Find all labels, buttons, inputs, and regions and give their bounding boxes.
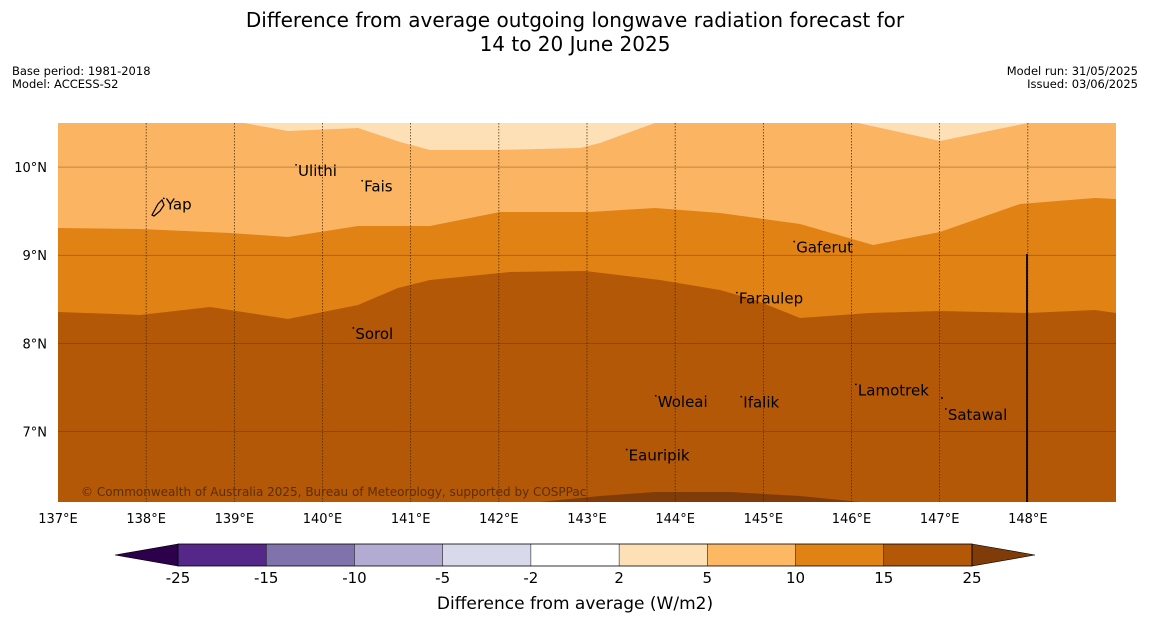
colorbar-segment: [530, 544, 620, 566]
colorbar-tick-label: 5: [703, 569, 713, 587]
colorbar-segment: [619, 544, 708, 566]
colorbar-tick-label: 10: [786, 569, 805, 587]
colorbar-segment: [883, 544, 972, 566]
place-label: Gaferut: [796, 239, 853, 257]
colorbar-segment: [266, 544, 355, 566]
place-marker: [735, 291, 738, 294]
lon-tick-label: 137°E: [38, 512, 78, 527]
place-label: Faraulep: [739, 290, 803, 308]
model-run: Model run: 31/05/2025: [1006, 64, 1138, 78]
colorbar-tick-label: -10: [342, 569, 367, 587]
colorbar-over-arrow: [971, 543, 1036, 567]
lon-tick-label: 141°E: [391, 512, 431, 527]
lon-tick-label: 147°E: [920, 512, 960, 527]
colorbar-segment: [442, 544, 531, 566]
colorbar-segment: [354, 544, 443, 566]
place-marker: [162, 197, 165, 200]
colorbar-segment: [178, 544, 267, 566]
place-label: Lamotrek: [858, 381, 929, 399]
colorbar-tick-label: 25: [962, 569, 981, 587]
longitude-tick-labels: 137°E 138°E 139°E 140°E 141°E 142°E 143°E 144°E…: [38, 512, 1047, 527]
base-period: Base period: 1981-2018: [12, 64, 151, 78]
gridlines: [58, 123, 1116, 502]
lat-tick-label: 7°N: [23, 425, 48, 440]
place-label: Yap: [165, 195, 192, 213]
colorbar-tick-label: -5: [435, 569, 450, 587]
lon-tick-label: 138°E: [126, 512, 166, 527]
lon-tick-label: 146°E: [832, 512, 872, 527]
small-island-marker: [941, 397, 943, 399]
colorbar-label: Difference from average (W/m2): [436, 594, 714, 614]
lat-tick-label: 8°N: [23, 337, 48, 352]
colorbar-tick-label: -2: [523, 569, 538, 587]
place-marker: [625, 448, 628, 451]
chart-title: Difference from average outgoing longwav…: [0, 8, 1150, 56]
place-label: Satawal: [948, 406, 1007, 424]
colorbar: -25 -15 -10 -5 -2 2 5 10 15 25: [114, 543, 1036, 587]
place-marker: [855, 383, 857, 386]
place-marker: [944, 408, 947, 410]
place-marker: [361, 179, 364, 182]
anomaly-field: [58, 123, 1116, 502]
band-25-plus: [540, 492, 860, 502]
lon-tick-label: 145°E: [744, 512, 784, 527]
place-labels: Yap Ulithi Fais Gaferut Faraulep Sorol Woleai I…: [162, 162, 1007, 465]
colorbar-segment: [707, 544, 796, 566]
latitude-tick-labels: 10°N 9°N 8°N 7°N: [14, 161, 47, 440]
lat-tick-label: 9°N: [23, 249, 48, 264]
lon-tick-label: 143°E: [567, 512, 607, 527]
place-marker: [740, 395, 743, 398]
lon-tick-label: 140°E: [303, 512, 343, 527]
lon-tick-label: 148°E: [1008, 512, 1048, 527]
colorbar-tick-label: 15: [874, 569, 893, 587]
lon-tick-label: 139°E: [215, 512, 255, 527]
copyright-notice: © Commonwealth of Australia 2025, Bureau…: [81, 485, 586, 499]
place-label: Ifalik: [743, 394, 779, 412]
meta-left: Base period: 1981-2018 Model: ACCESS-S2: [12, 65, 151, 91]
model-name: Model: ACCESS-S2: [12, 77, 119, 91]
yap-island-outline: [151, 198, 165, 217]
colorbar-tick-label: -15: [254, 569, 279, 587]
band-2-5-top: [244, 123, 1028, 150]
place-label: Ulithi: [298, 162, 337, 180]
lon-tick-label: 142°E: [479, 512, 519, 527]
place-marker: [295, 163, 297, 166]
lon-tick-label: 144°E: [655, 512, 695, 527]
colorbar-segment: [795, 544, 884, 566]
lat-tick-label: 10°N: [14, 161, 47, 176]
place-label: Woleai: [658, 393, 708, 411]
colorbar-tick-label: 2: [614, 569, 624, 587]
place-label: Fais: [364, 178, 393, 196]
title-line-1: Difference from average outgoing longwav…: [245, 8, 905, 32]
meta-right: Model run: 31/05/2025 Issued: 03/06/2025: [1007, 65, 1138, 91]
place-marker: [793, 240, 796, 243]
colorbar-tick-label: -25: [166, 569, 191, 587]
place-label: Eauripik: [629, 447, 690, 465]
place-marker: [352, 327, 355, 329]
colorbar-under-arrow: [114, 543, 179, 567]
title-line-2: 14 to 20 June 2025: [479, 32, 671, 56]
place-marker: [654, 394, 657, 397]
place-label: Sorol: [355, 325, 393, 343]
yap-island: [151, 198, 165, 217]
issued-date: Issued: 03/06/2025: [1027, 77, 1138, 91]
